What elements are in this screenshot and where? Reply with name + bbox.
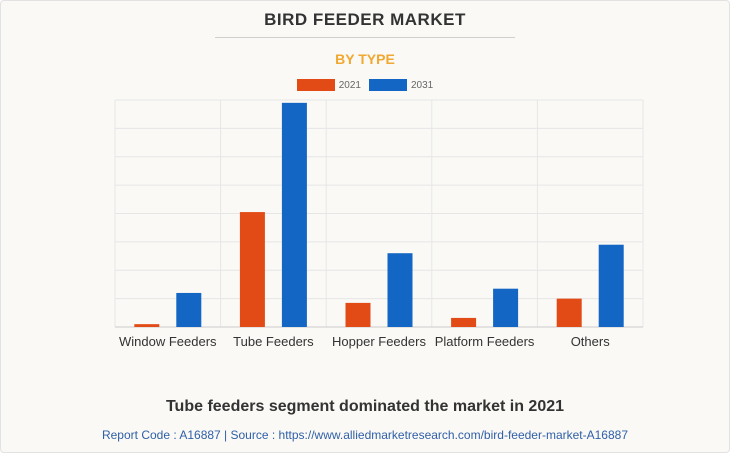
title-divider (215, 37, 515, 38)
bar-2031-others[interactable] (598, 244, 624, 327)
bar-2021-platform-feeders[interactable] (451, 317, 477, 327)
bar-2031-hopper-feeders[interactable] (387, 253, 413, 327)
chart-caption: Tube feeders segment dominated the marke… (165, 398, 565, 415)
legend-item-2021[interactable]: 2021 (296, 79, 361, 91)
bar-2021-window-feeders[interactable] (134, 324, 160, 327)
legend-swatch-2021 (296, 79, 335, 91)
chart-subtitle: BY TYPE (335, 51, 395, 67)
legend-label-2031: 2031 (411, 79, 434, 91)
x-tick-label: Window Feeders (119, 334, 217, 349)
legend-swatch-2031 (369, 79, 407, 91)
x-tick-label: Others (571, 334, 611, 349)
bar-2021-tube-feeders[interactable] (239, 212, 265, 327)
bar-2031-platform-feeders[interactable] (493, 288, 519, 327)
bar-2021-hopper-feeders[interactable] (345, 302, 371, 327)
x-tick-label: Platform Feeders (435, 334, 535, 349)
chart-title: BIRD FEEDER MARKET (264, 10, 466, 29)
bar-2031-window-feeders[interactable] (176, 292, 202, 327)
source-line[interactable]: Report Code : A16887 | Source : https://… (101, 428, 629, 442)
legend-item-2031[interactable]: 2031 (369, 79, 433, 91)
x-tick-label: Tube Feeders (233, 334, 314, 349)
bar-2021-others[interactable] (556, 298, 582, 327)
x-tick-label: Hopper Feeders (332, 334, 426, 349)
legend-label-2021: 2021 (338, 79, 361, 91)
legend: 2021 2031 (0, 79, 730, 91)
bar-2031-tube-feeders[interactable] (281, 102, 307, 328)
